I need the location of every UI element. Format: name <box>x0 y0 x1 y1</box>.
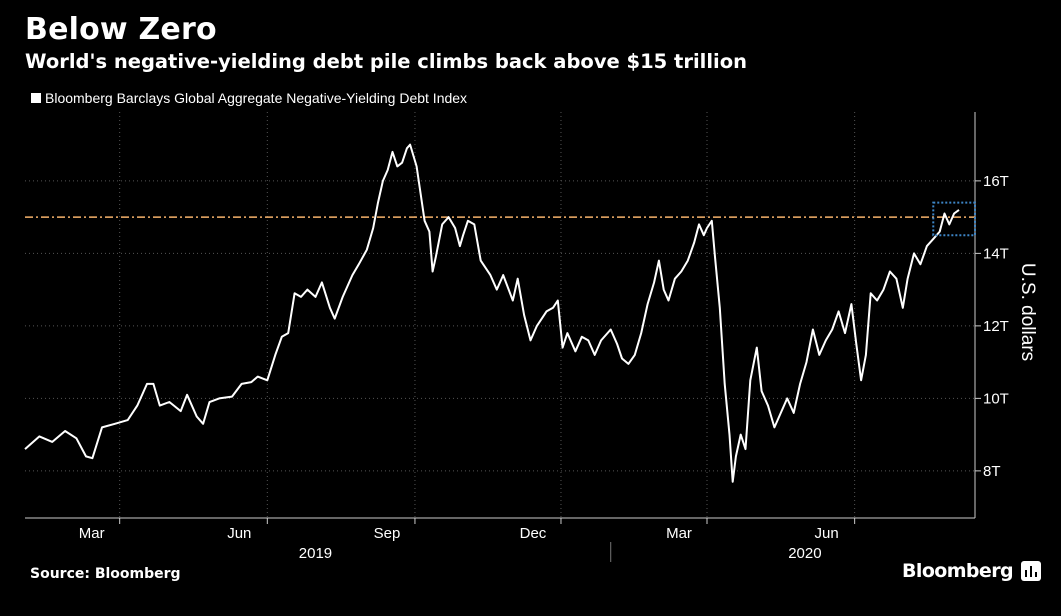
logo-wordmark: Bloomberg <box>902 560 1014 582</box>
x-tick-label: Mar <box>666 525 692 542</box>
legend: Bloomberg Barclays Global Aggregate Nega… <box>31 90 467 106</box>
y-tick-label: 12T <box>983 318 1009 335</box>
y-tick-label: 10T <box>983 390 1009 407</box>
highlight-box <box>932 201 977 237</box>
source-note: Source: Bloomberg <box>30 566 181 582</box>
bar-chart-icon <box>1021 561 1041 581</box>
legend-swatch <box>31 93 41 103</box>
legend-label: Bloomberg Barclays Global Aggregate Nega… <box>45 90 468 106</box>
chart-subtitle: World's negative-yielding debt pile clim… <box>25 50 747 73</box>
year-label: 2019 <box>299 545 332 562</box>
x-tick-label: Sep <box>374 525 401 542</box>
series-line <box>24 143 960 483</box>
y-tick-label: 8T <box>983 463 1001 480</box>
y-axis-title: U.S. dollars <box>1017 263 1038 361</box>
x-tick-label: Jun <box>815 525 839 542</box>
y-tick-label: 16T <box>983 173 1009 190</box>
bloomberg-logo: Bloomberg <box>902 560 1041 582</box>
year-label: 2020 <box>788 545 821 562</box>
x-tick-label: Mar <box>79 525 105 542</box>
x-tick-label: Jun <box>227 525 251 542</box>
chart-title: Below Zero <box>25 12 217 47</box>
y-tick-label: 14T <box>983 245 1009 262</box>
x-tick-label: Dec <box>520 525 547 542</box>
